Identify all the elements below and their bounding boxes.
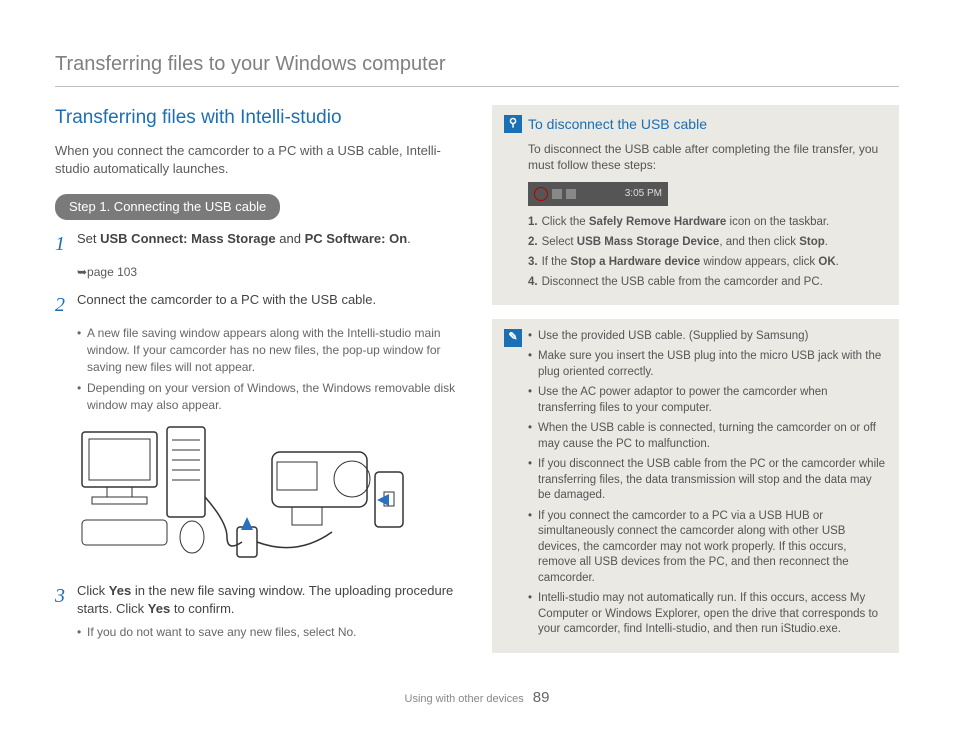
box-heading: To disconnect the USB cable [528,115,887,135]
section-heading: Transferring files with Intelli-studio [55,105,462,132]
connection-illustration [77,422,407,572]
t: . [825,236,828,248]
icon-cell: ✎ [504,329,528,643]
remove-hardware-icon [534,187,548,201]
t: OK [818,256,835,268]
t: Safely Remove Hardware [589,216,726,228]
t: USB Mass Storage Device [577,236,720,248]
icon-cell: ⚲ [504,115,528,295]
clock-text: 3:05 PM [625,187,662,201]
footer: Using with other devices 89 [0,687,954,708]
t: Yes [109,583,131,598]
box-content: Use the provided USB cable. (Supplied by… [528,329,887,643]
page-title: Transferring files to your Windows compu… [55,50,899,87]
t: Yes [148,601,170,616]
t: No [338,625,353,639]
step-number: 3 [55,582,77,618]
step-text: Connect the camcorder to a PC with the U… [77,291,462,319]
t: Stop [799,236,825,248]
t: window appears, click [700,256,818,268]
right-column: ⚲ To disconnect the USB cable To disconn… [492,105,899,667]
t: . [407,231,411,246]
page-ref: ➥page 103 [77,264,462,281]
t: to confirm. [170,601,234,616]
box-intro: To disconnect the USB cable after comple… [528,141,887,175]
list-item: When the USB cable is connected, turning… [528,421,887,452]
list-item: 3. If the Stop a Hardware device window a… [528,254,887,270]
step-number: 2 [55,291,77,319]
n: 2. [528,236,538,248]
step-text: Click Yes in the new file saving window.… [77,582,462,618]
step-number: 1 [55,230,77,258]
disconnect-steps: 1. Click the Safely Remove Hardware icon … [528,214,887,290]
t: Select [542,236,577,248]
n: 4. [528,276,538,288]
bullet: A new file saving window appears along w… [77,325,462,375]
two-column-layout: Transferring files with Intelli-studio W… [55,105,899,667]
list-item: 1. Click the Safely Remove Hardware icon … [528,214,887,230]
tray-icon [552,189,562,199]
t: Click the [542,216,589,228]
step-1: 1 Set USB Connect: Mass Storage and PC S… [55,230,462,258]
t: PC Software: On [305,231,408,246]
t: USB Connect: Mass Storage [100,231,276,246]
list-item: Make sure you insert the USB plug into t… [528,349,887,380]
footer-section: Using with other devices [405,693,524,705]
list-item: Intelli-studio may not automatically run… [528,591,887,638]
intro-text: When you connect the camcorder to a PC w… [55,142,462,178]
page-number: 89 [533,689,550,706]
list-item: Use the AC power adaptor to power the ca… [528,385,887,416]
magnify-icon: ⚲ [504,115,522,133]
t: If you do not want to save any new files… [87,625,338,639]
note-icon: ✎ [504,329,522,347]
tip-list: Use the provided USB cable. (Supplied by… [528,329,887,638]
n: 1. [528,216,538,228]
t: and [276,231,305,246]
list-item: If you disconnect the USB cable from the… [528,457,887,504]
list-item: 4. Disconnect the USB cable from the camc… [528,274,887,290]
list-item: Use the provided USB cable. (Supplied by… [528,329,887,345]
t: , and then click [719,236,799,248]
t: If the [542,256,571,268]
list-item: If you connect the camcorder to a PC via… [528,509,887,587]
disconnect-box: ⚲ To disconnect the USB cable To disconn… [492,105,899,305]
step-2: 2 Connect the camcorder to a PC with the… [55,291,462,319]
step-pill: Step 1. Connecting the USB cable [55,194,280,220]
step-3: 3 Click Yes in the new file saving windo… [55,582,462,618]
taskbar-screenshot: 3:05 PM [528,182,668,206]
tray-icon [566,189,576,199]
box-content: To disconnect the USB cable To disconnec… [528,115,887,295]
t: Stop a Hardware device [570,256,700,268]
t: Set [77,231,100,246]
left-column: Transferring files with Intelli-studio W… [55,105,462,667]
step-3-bullets: If you do not want to save any new files… [77,624,462,641]
t: in the new file saving window. The uploa… [77,583,453,616]
n: 3. [528,256,538,268]
step-2-bullets: A new file saving window appears along w… [77,325,462,414]
t: icon on the taskbar. [726,216,829,228]
t: Disconnect the USB cable from the camcor… [542,276,823,288]
list-item: 2. Select USB Mass Storage Device, and th… [528,234,887,250]
bullet: Depending on your version of Windows, th… [77,380,462,414]
t: Click [77,583,109,598]
bullet: If you do not want to save any new files… [77,624,462,641]
tips-box: ✎ Use the provided USB cable. (Supplied … [492,319,899,653]
step-text: Set USB Connect: Mass Storage and PC Sof… [77,230,462,258]
t: . [836,256,839,268]
